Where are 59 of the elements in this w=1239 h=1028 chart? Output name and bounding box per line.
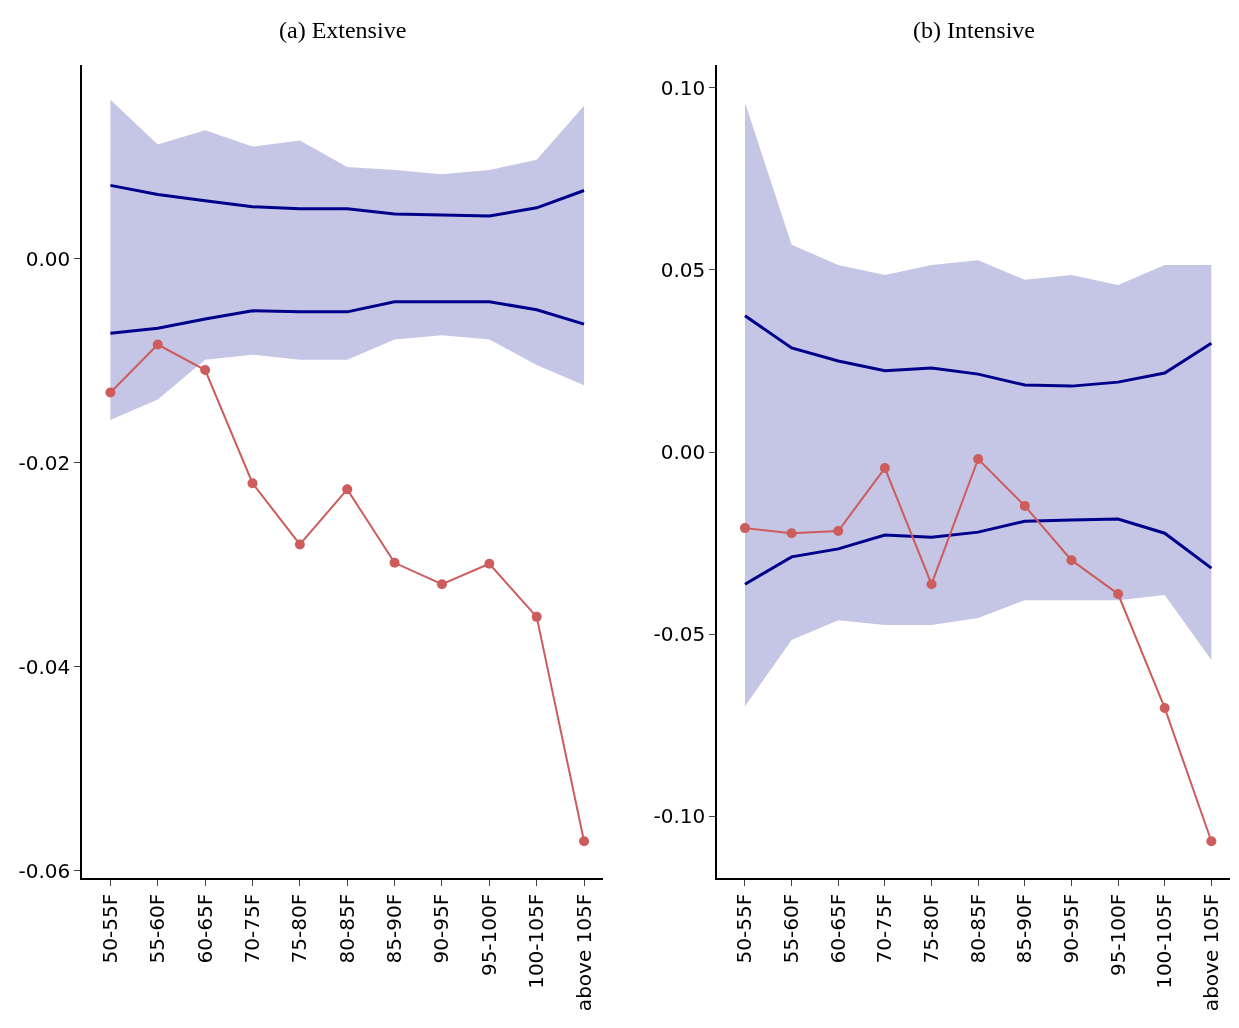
line-series bbox=[108, 300, 586, 335]
y-tick-label: 0.10 bbox=[660, 75, 706, 100]
x-tick-label: 95-100F bbox=[1105, 893, 1130, 977]
point bbox=[786, 528, 797, 539]
point bbox=[342, 484, 353, 495]
x-tick-label: 80-85F bbox=[965, 893, 990, 964]
line-series bbox=[743, 517, 1213, 586]
point bbox=[105, 387, 116, 398]
y-tick-label: -0.10 bbox=[653, 804, 706, 829]
y-tick-label: 0.00 bbox=[25, 246, 71, 271]
point bbox=[1066, 555, 1077, 566]
x-tick-label: 50-55F bbox=[97, 893, 122, 964]
x-tick-label: 55-60F bbox=[779, 893, 804, 964]
point bbox=[1206, 836, 1217, 847]
point bbox=[200, 365, 211, 375]
x-tick-label: above 105F bbox=[1198, 893, 1223, 1012]
x-tick-label: 50-55F bbox=[732, 893, 757, 964]
x-tick-label: 90-95F bbox=[429, 893, 454, 964]
x-tick-label: 100-105F bbox=[1152, 893, 1177, 989]
point bbox=[1113, 589, 1124, 600]
x-tick-label: 70-75F bbox=[872, 893, 897, 964]
point bbox=[739, 523, 750, 534]
x-tick-label: 60-65F bbox=[192, 893, 217, 964]
x-tick-label: 100-105F bbox=[524, 893, 549, 989]
x-tick-label: 95-100F bbox=[476, 893, 501, 977]
chart-title: (b) Intensive bbox=[913, 17, 1035, 43]
point bbox=[436, 579, 447, 590]
x-tick-label: 60-65F bbox=[825, 893, 850, 964]
x-tick-label: 70-75F bbox=[240, 893, 265, 964]
y-tick-label: -0.02 bbox=[18, 450, 71, 475]
point bbox=[152, 339, 163, 350]
x-tick-label: 80-85F bbox=[334, 893, 359, 964]
point bbox=[833, 526, 844, 537]
line-series bbox=[108, 183, 586, 218]
x-tick-label: above 105F bbox=[571, 893, 596, 1012]
x-tick-label: 85-90F bbox=[382, 893, 407, 964]
y-tick-label: 0.00 bbox=[660, 440, 706, 465]
point bbox=[579, 836, 590, 847]
point bbox=[484, 558, 495, 569]
point bbox=[1019, 500, 1030, 511]
y-tick-label: 0.05 bbox=[660, 257, 706, 282]
x-tick-label: 55-60F bbox=[145, 893, 170, 964]
x-tick-label: 90-95F bbox=[1058, 893, 1083, 964]
x-tick-label: 85-90F bbox=[1012, 893, 1037, 964]
line-series bbox=[743, 314, 1213, 388]
point bbox=[531, 611, 542, 622]
y-tick-label: -0.06 bbox=[18, 858, 71, 883]
point bbox=[389, 557, 400, 568]
x-tick-label: 75-80F bbox=[287, 893, 312, 964]
y-tick-label: -0.05 bbox=[653, 622, 706, 647]
point bbox=[879, 463, 890, 474]
point bbox=[973, 453, 984, 464]
chart-title: (a) Extensive bbox=[279, 17, 407, 43]
point bbox=[1159, 702, 1170, 713]
x-tick-label: 75-80F bbox=[919, 893, 944, 964]
point bbox=[247, 478, 258, 489]
point bbox=[294, 539, 305, 550]
point bbox=[926, 579, 937, 590]
y-tick-label: -0.04 bbox=[18, 654, 71, 679]
